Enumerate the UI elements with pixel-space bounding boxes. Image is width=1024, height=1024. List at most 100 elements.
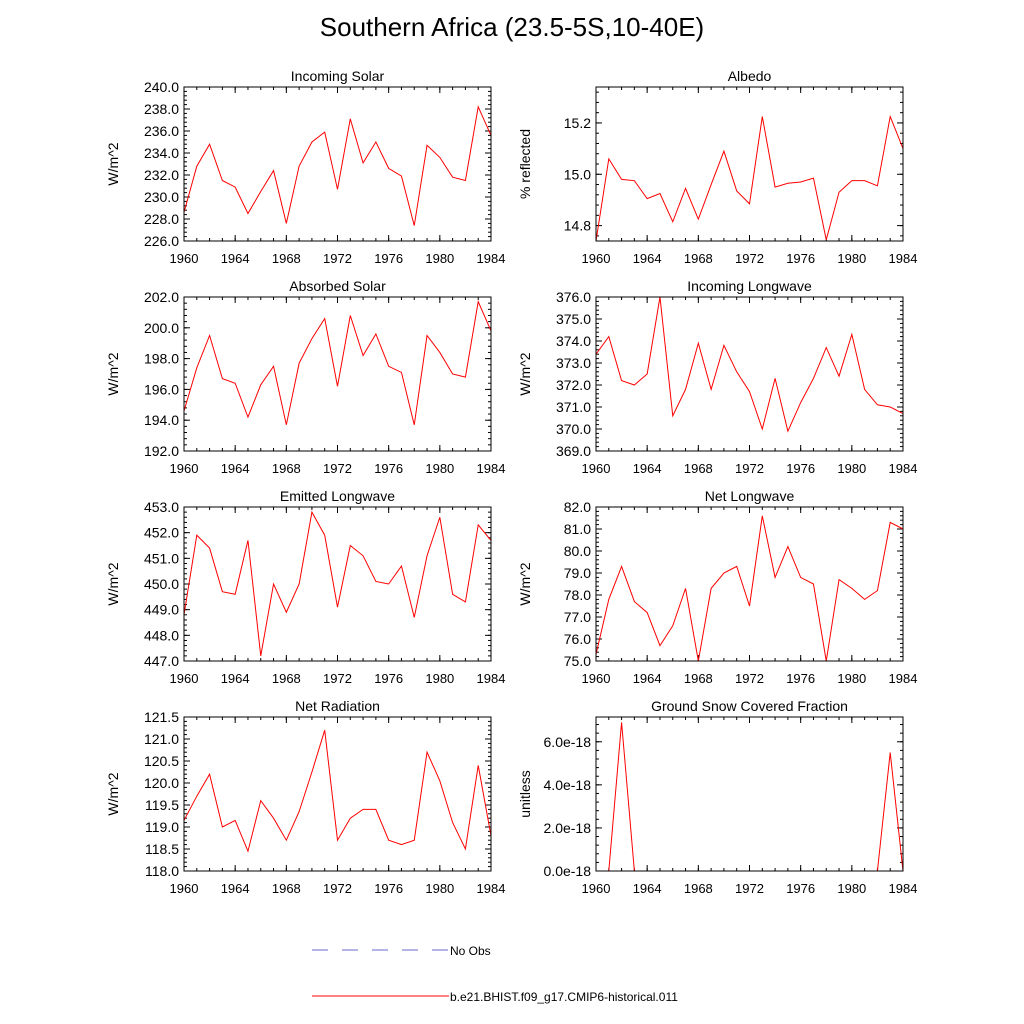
minor-ticks xyxy=(183,86,492,242)
y-tick-label: 6.0e-18 xyxy=(544,734,592,750)
y-tick-label: 451.0 xyxy=(144,550,179,566)
x-tick-label: 1976 xyxy=(786,251,815,266)
series-line xyxy=(596,114,903,241)
x-tick-label: 1960 xyxy=(582,251,611,266)
panel-incoming-solar: Incoming Solar W/m^2 1960 1964 1968 1972 1976 1… xyxy=(105,68,505,266)
y-tick-label: 449.0 xyxy=(144,602,179,618)
y-tick-label: 15.2 xyxy=(564,115,591,131)
minor-ticks xyxy=(595,296,904,452)
x-tick-label: 1984 xyxy=(889,881,918,896)
x-tick-label: 1964 xyxy=(221,251,250,266)
series-line xyxy=(184,299,491,425)
figure-title: Southern Africa (23.5-5S,10-40E) xyxy=(319,12,705,42)
x-tick-label: 1964 xyxy=(633,461,662,476)
y-tick-label: 15.0 xyxy=(564,166,591,182)
minor-ticks xyxy=(595,87,904,241)
y-tick-label: 202.0 xyxy=(144,289,179,305)
y-tick-label: 375.0 xyxy=(556,311,591,327)
x-tick-label: 1960 xyxy=(170,251,199,266)
y-tick-label: 120.0 xyxy=(144,775,179,791)
y-tick-label: 79.0 xyxy=(564,565,591,581)
x-tick-label: 1964 xyxy=(633,671,662,686)
plot-frame xyxy=(183,86,492,242)
panel-title: Albedo xyxy=(728,68,772,84)
y-tick-label: 198.0 xyxy=(144,351,179,367)
y-axis-label: W/m^2 xyxy=(517,562,533,605)
series-line xyxy=(596,515,903,661)
x-tick-label: 1972 xyxy=(323,251,352,266)
x-tick-label: 1968 xyxy=(272,671,301,686)
panel-title: Absorbed Solar xyxy=(289,278,386,294)
x-tick-label: 1980 xyxy=(425,251,454,266)
x-tick-label: 1976 xyxy=(374,251,403,266)
y-tick-label: 118.0 xyxy=(145,863,179,879)
y-tick-label: 119.0 xyxy=(145,819,179,835)
x-tick-label: 1984 xyxy=(477,671,506,686)
x-tick-label: 1960 xyxy=(582,881,611,896)
x-tick-label: 1980 xyxy=(425,461,454,476)
x-tick-label: 1976 xyxy=(374,881,403,896)
minor-ticks xyxy=(183,296,492,452)
legend-label: No Obs xyxy=(450,944,491,958)
x-tick-label: 1976 xyxy=(374,461,403,476)
y-tick-label: 452.0 xyxy=(144,525,179,541)
plot-frame xyxy=(595,506,904,662)
y-tick-label: 372.0 xyxy=(556,377,591,393)
x-tick-label: 1980 xyxy=(425,671,454,686)
x-tick-label: 1980 xyxy=(837,671,866,686)
y-tick-label: 370.0 xyxy=(556,421,591,437)
x-tick-label: 1964 xyxy=(221,671,250,686)
x-tick-label: 1972 xyxy=(323,881,352,896)
series-line xyxy=(596,722,903,871)
x-tick-label: 1968 xyxy=(684,671,713,686)
x-tick-label: 1980 xyxy=(837,251,866,266)
x-tick-label: 1972 xyxy=(735,251,764,266)
plot-frame xyxy=(183,506,492,662)
x-tick-label: 1976 xyxy=(786,671,815,686)
y-tick-label: 232.0 xyxy=(144,167,179,183)
y-tick-label: 120.5 xyxy=(144,753,179,769)
panel-title: Emitted Longwave xyxy=(280,488,395,504)
panel-title: Net Longwave xyxy=(705,488,795,504)
x-tick-label: 1976 xyxy=(374,671,403,686)
x-tick-label: 1968 xyxy=(272,881,301,896)
x-tick-label: 1960 xyxy=(582,461,611,476)
x-tick-label: 1972 xyxy=(735,671,764,686)
x-tick-label: 1976 xyxy=(786,881,815,896)
minor-ticks xyxy=(595,717,904,872)
x-tick-label: 1980 xyxy=(837,461,866,476)
y-tick-label: 75.0 xyxy=(564,653,591,669)
x-tick-label: 1960 xyxy=(170,461,199,476)
y-axis-label: W/m^2 xyxy=(105,352,121,395)
panel-emitted-longwave: Emitted Longwave W/m^2 1960 1964 1968 1972 197… xyxy=(105,488,505,686)
x-tick-label: 1968 xyxy=(272,461,301,476)
x-tick-label: 1984 xyxy=(889,251,918,266)
y-tick-label: 14.8 xyxy=(564,218,591,234)
y-tick-label: 373.0 xyxy=(556,355,591,371)
y-tick-label: 374.0 xyxy=(556,333,591,349)
x-tick-label: 1984 xyxy=(477,881,506,896)
y-tick-label: 238.0 xyxy=(144,101,179,117)
plot-frame xyxy=(595,716,904,872)
x-tick-label: 1960 xyxy=(170,671,199,686)
x-tick-label: 1960 xyxy=(170,881,199,896)
y-tick-label: 76.0 xyxy=(564,631,591,647)
y-tick-label: 453.0 xyxy=(144,499,179,515)
x-tick-label: 1964 xyxy=(633,881,662,896)
plot-frame xyxy=(183,296,492,452)
panel-albedo: Albedo % reflected 1960 1964 1968 1972 1976 198… xyxy=(517,68,917,266)
panel-net-radiation: Net Radiation W/m^2 1960 1964 1968 1972 1976 19… xyxy=(105,698,505,896)
plot-frame xyxy=(595,86,904,242)
panel-title: Net Radiation xyxy=(295,698,380,714)
y-tick-label: 192.0 xyxy=(144,443,179,459)
x-tick-label: 1964 xyxy=(633,251,662,266)
y-tick-label: 119.5 xyxy=(145,797,179,813)
plot-frame xyxy=(183,716,492,872)
y-tick-label: 121.0 xyxy=(144,731,179,747)
x-tick-label: 1968 xyxy=(684,881,713,896)
plot-frame xyxy=(595,296,904,452)
legend-label: b.e21.BHIST.f09_g17.CMIP6-historical.011 xyxy=(450,990,678,1004)
y-tick-label: 196.0 xyxy=(144,381,179,397)
x-tick-label: 1972 xyxy=(323,461,352,476)
